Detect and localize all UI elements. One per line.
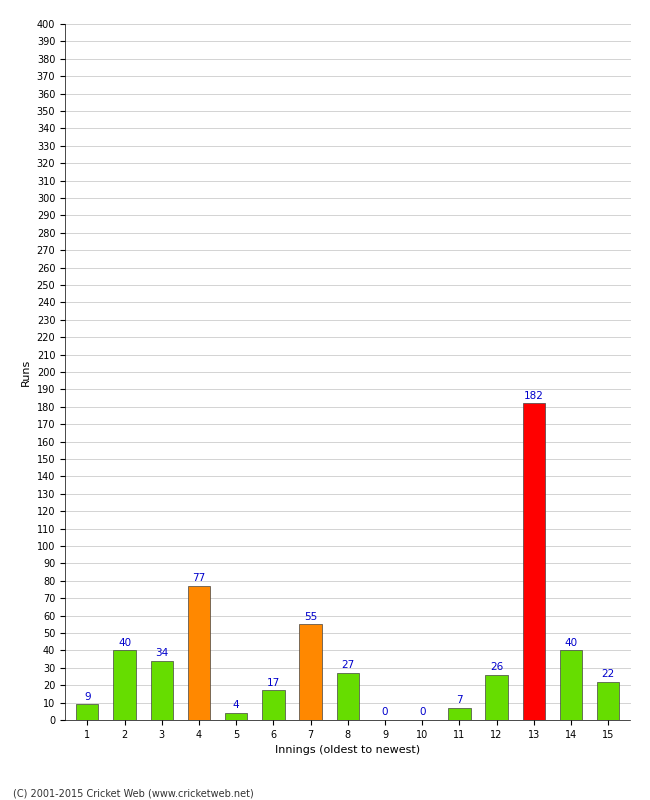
Text: 40: 40 [564,638,578,648]
Bar [560,650,582,720]
Text: 34: 34 [155,648,168,658]
Text: 7: 7 [456,695,463,706]
Bar [76,704,99,720]
Text: 22: 22 [601,669,615,679]
Text: 182: 182 [524,390,543,401]
Text: 17: 17 [266,678,280,688]
Text: 4: 4 [233,701,239,710]
Bar [523,403,545,720]
Text: 9: 9 [84,692,90,702]
Bar [188,586,210,720]
Text: 26: 26 [490,662,503,672]
Text: 0: 0 [382,707,388,718]
Bar [225,713,247,720]
Text: 0: 0 [419,707,425,718]
Y-axis label: Runs: Runs [21,358,31,386]
Bar [448,708,471,720]
Bar [113,650,136,720]
Bar [486,674,508,720]
Text: (C) 2001-2015 Cricket Web (www.cricketweb.net): (C) 2001-2015 Cricket Web (www.cricketwe… [13,788,254,798]
X-axis label: Innings (oldest to newest): Innings (oldest to newest) [275,746,421,755]
Text: 40: 40 [118,638,131,648]
Bar [597,682,619,720]
Bar [337,673,359,720]
Bar [262,690,285,720]
Bar [300,624,322,720]
Text: 55: 55 [304,612,317,622]
Bar [151,661,173,720]
Text: 27: 27 [341,661,354,670]
Text: 77: 77 [192,574,205,583]
